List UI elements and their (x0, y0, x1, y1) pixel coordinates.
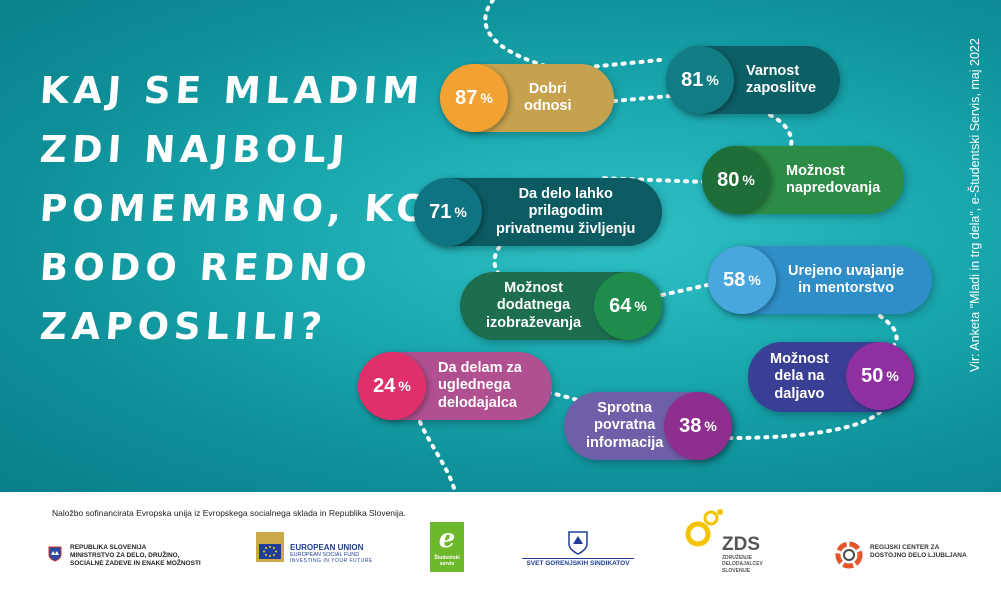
item-job-security: 81% Varnost zaposlitve (666, 46, 840, 114)
zds-title: ZDS (722, 534, 760, 555)
footer: Naložbo sofinancirata Evropska unija iz … (0, 492, 1001, 594)
zds-logo: ZDS ZDRUŽENJE DELODAJALCEV SLOVENIJE (684, 508, 774, 578)
item-promotion: 80% Možnost napredovanja (702, 146, 904, 214)
item-reputable-employer: 24% Da delam za uglednega delodajalca (358, 352, 552, 420)
eu-line: INVESTING IN YOUR FUTURE (290, 558, 373, 564)
eu-line: EUROPEAN UNION (290, 543, 364, 552)
item-remote-work: Možnost dela na daljavo 50% (748, 342, 914, 412)
percent-circle: 58% (708, 246, 776, 314)
union-crest-icon (568, 531, 588, 555)
percent-circle: 87% (440, 64, 508, 132)
source-note: Vir: Anketa "Mladi in trg dela", e-Štude… (968, 32, 990, 372)
rs-line: SOCIALNE ZADEVE IN ENAKE MOŽNOSTI (70, 560, 201, 568)
svet-label: SVET GORENJSKIH SINDIKATOV (522, 558, 634, 567)
e-icon: e (438, 524, 456, 554)
percent-circle: 80% (702, 146, 770, 214)
headline-line: KAJ SE MLADIM (38, 69, 426, 112)
zds-sub: ZDRUŽENJE (722, 555, 753, 561)
regijski-ring-icon (835, 541, 863, 569)
item-label: Dobri odnosi (524, 80, 572, 114)
headline-line: BODO REDNO (38, 246, 374, 289)
item-label: Možnost dodatnega izobraževanja (486, 279, 582, 331)
percent-circle: 24% (358, 352, 426, 420)
item-feedback: Sprotna povratna informacija 38% (564, 392, 732, 460)
funding-note: Naložbo sofinancirata Evropska unija iz … (52, 508, 406, 518)
item-label: Sprotna povratna informacija (586, 399, 664, 451)
item-label: Da delam za uglednega delodajalca (438, 359, 522, 411)
item-label: Da delo lahko prilagodim privatnemu živl… (496, 185, 636, 237)
source-text: Vir: Anketa "Mladi in trg dela", e-Štude… (968, 38, 982, 372)
svet-sindikatov-logo: SVET GORENJSKIH SINDIKATOV (522, 530, 634, 567)
item-work-life: 71% Da delo lahko prilagodim privatnemu … (414, 178, 662, 246)
eu-flag-icon (256, 532, 284, 562)
zds-circles-icon (685, 509, 723, 547)
item-good-relations: 87% Dobri odnosi (440, 64, 614, 132)
headline-line: POMEMBNO, KO SE (38, 187, 515, 230)
headline-line: ZAPOSLILI? (38, 305, 329, 348)
percent-circle: 38% (664, 392, 732, 460)
item-label: Varnost zaposlitve (746, 62, 817, 96)
percent-circle: 81% (666, 46, 734, 114)
studentski-servis-logo: e Študentski servis (430, 522, 464, 572)
item-label: Možnost napredovanja (786, 162, 881, 196)
rs-line: MINISTRSTVO ZA DELO, DRUŽINO, (70, 552, 180, 560)
infographic-canvas: KAJ SE MLADIM ZDI NAJBOLJ POMEMBNO, KO S… (0, 0, 1001, 492)
eu-line: EUROPEAN SOCIAL FUND (290, 552, 360, 558)
item-onboarding: 58% Urejeno uvajanje in mentorstvo (708, 246, 932, 314)
headline-line: ZDI NAJBOLJ (38, 128, 352, 171)
item-further-education: Možnost dodatnega izobraževanja 64% (460, 272, 662, 340)
regijski-line: REGIJSKI CENTER ZA (870, 544, 940, 551)
slovenia-coat-of-arms-icon (48, 546, 62, 562)
zds-sub: DELODAJALCEV (722, 561, 763, 568)
regijski-line: DOSTOJNO DELO LJUBLJANA (870, 552, 967, 560)
percent-circle: 50% (846, 342, 914, 410)
rs-line: REPUBLIKA SLOVENIJA (70, 544, 147, 551)
percent-circle: 71% (414, 178, 482, 246)
percent-circle: 64% (594, 272, 662, 340)
item-label: Možnost dela na daljavo (770, 350, 829, 402)
item-label: Urejeno uvajanje in mentorstvo (788, 262, 905, 296)
studentski-label: Študentski servis (434, 555, 460, 567)
zds-sub: SLOVENIJE (722, 567, 751, 574)
headline: KAJ SE MLADIM ZDI NAJBOLJ POMEMBNO, KO S… (38, 69, 515, 367)
